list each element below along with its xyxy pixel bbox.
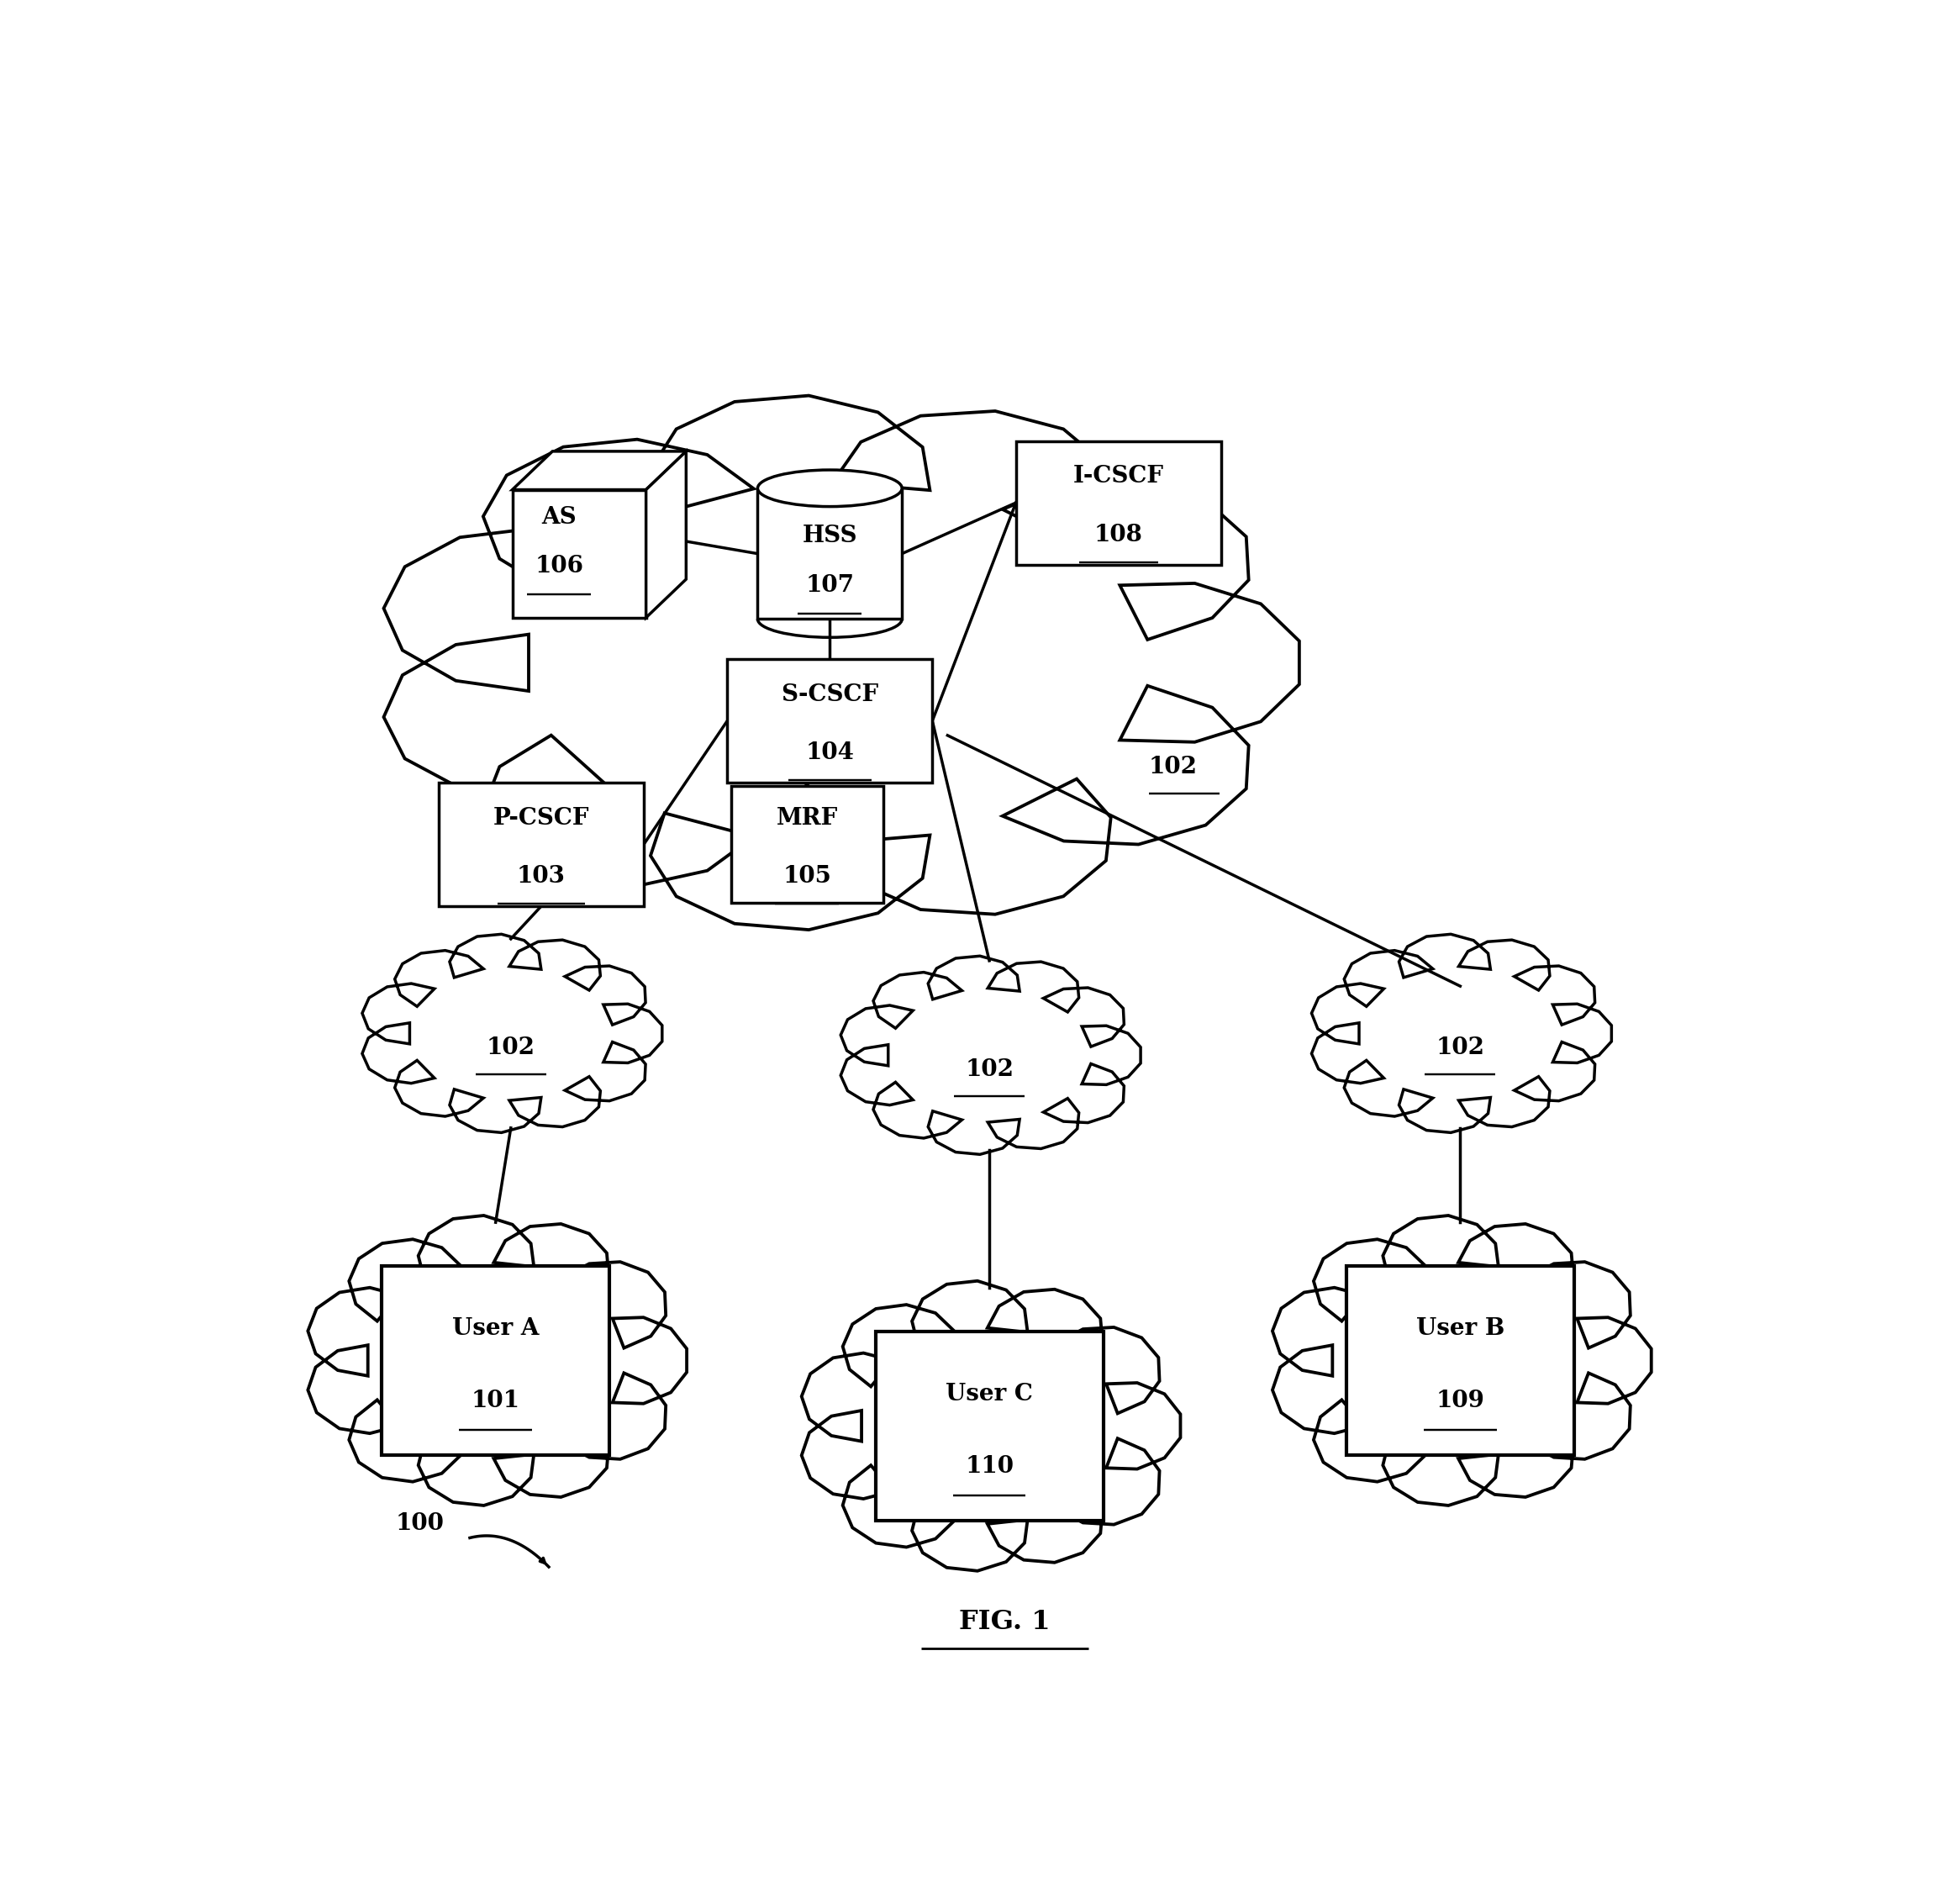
- Text: User B: User B: [1415, 1318, 1505, 1340]
- Text: 105: 105: [782, 865, 831, 887]
- Polygon shape: [512, 489, 647, 617]
- Text: MRF: MRF: [776, 806, 837, 829]
- Text: 102: 102: [964, 1059, 1013, 1082]
- Text: 106: 106: [535, 555, 584, 578]
- Text: 103: 103: [517, 865, 566, 887]
- Polygon shape: [512, 451, 686, 489]
- Text: 104: 104: [806, 742, 855, 765]
- Text: 110: 110: [964, 1456, 1013, 1478]
- Polygon shape: [841, 955, 1141, 1154]
- Polygon shape: [1311, 935, 1611, 1133]
- Text: 108: 108: [1094, 523, 1143, 546]
- Text: 102: 102: [1437, 1037, 1484, 1059]
- Polygon shape: [1272, 1216, 1652, 1505]
- Text: HSS: HSS: [802, 525, 857, 548]
- Bar: [731, 785, 884, 902]
- Bar: [1347, 1267, 1574, 1456]
- Bar: [727, 659, 933, 784]
- Text: 109: 109: [1437, 1390, 1484, 1412]
- Bar: [876, 1331, 1103, 1520]
- Text: P-CSCF: P-CSCF: [494, 806, 590, 829]
- Text: S-CSCF: S-CSCF: [780, 683, 878, 706]
- Bar: [1015, 442, 1221, 565]
- Text: 102: 102: [486, 1037, 535, 1059]
- Text: User C: User C: [945, 1382, 1033, 1405]
- Polygon shape: [647, 451, 686, 617]
- Ellipse shape: [759, 470, 902, 506]
- Text: AS: AS: [541, 506, 576, 529]
- Bar: [382, 1267, 610, 1456]
- Text: 107: 107: [806, 574, 855, 597]
- Text: 102: 102: [1149, 755, 1198, 778]
- Bar: [439, 784, 643, 906]
- Text: I-CSCF: I-CSCF: [1072, 464, 1164, 487]
- Text: 101: 101: [470, 1390, 519, 1412]
- Polygon shape: [363, 935, 662, 1133]
- Text: User A: User A: [453, 1318, 539, 1340]
- Text: FIG. 1: FIG. 1: [958, 1609, 1051, 1635]
- Polygon shape: [802, 1280, 1180, 1571]
- Bar: [759, 489, 902, 619]
- Text: 100: 100: [396, 1512, 445, 1535]
- Polygon shape: [384, 396, 1299, 929]
- Polygon shape: [308, 1216, 686, 1505]
